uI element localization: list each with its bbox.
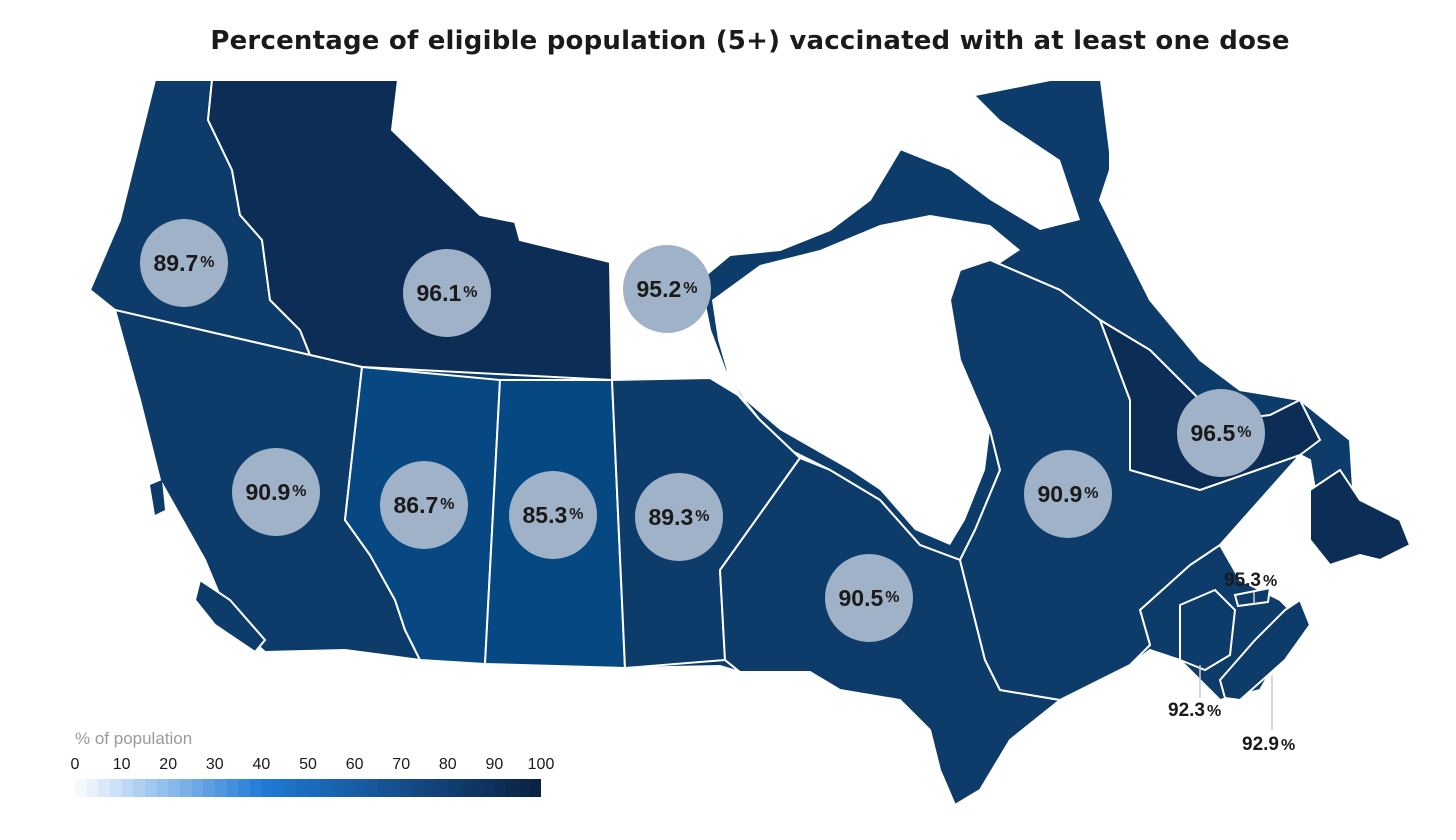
value-new-brunswick: 92.3	[1168, 700, 1205, 721]
legend-ramp-segment	[168, 779, 180, 797]
legend-ramp-segment	[296, 779, 309, 797]
legend-ramp-segment	[121, 779, 134, 797]
bubble-nwt: 96.1%	[403, 249, 491, 337]
legend-ramp-segment	[75, 779, 87, 797]
legend-tick: 20	[159, 756, 178, 773]
legend-ramp-segment	[389, 779, 402, 797]
value-nwt: 96.1	[416, 279, 462, 306]
bubble-yukon: 89.7%	[140, 219, 228, 307]
label-new-brunswick: 92.3%	[1168, 700, 1222, 721]
legend-ramp-segment	[144, 779, 157, 797]
legend-title: % of population	[75, 729, 193, 748]
legend-ramp-segment	[343, 779, 355, 797]
legend-ramp-segment	[191, 779, 204, 797]
region-labrador	[1098, 317, 1322, 492]
value-nunavut: 95.2	[636, 275, 682, 302]
value-ontario: 90.5	[838, 584, 884, 611]
legend-ramp-segment	[156, 779, 169, 797]
map-title: Percentage of eligible population (5+) v…	[210, 26, 1290, 56]
legend-ramp-segment	[238, 779, 250, 797]
value-pei: 95.3	[1224, 570, 1261, 591]
legend-ramp-segment	[471, 779, 483, 797]
value-alberta: 86.7	[393, 491, 439, 518]
legend-color-ramp	[75, 779, 542, 797]
legend-tick: 70	[392, 756, 411, 773]
legend-ramp-segment	[424, 779, 437, 797]
legend-ramp-segment	[109, 779, 122, 797]
legend-ramp-segment	[284, 779, 297, 797]
legend-ramp-segment	[179, 779, 192, 797]
legend-ticks: 0 10 20 30 40 50 60 70 80 90 100	[70, 756, 555, 776]
region-pei	[1233, 586, 1272, 608]
legend-ramp-segment	[203, 779, 215, 797]
legend-ramp-segment	[354, 779, 367, 797]
bubble-alberta: 86.7%	[380, 461, 468, 549]
region-nova-scotia	[1218, 598, 1312, 702]
legend-ramp-segment	[436, 779, 448, 797]
legend-ramp-segment	[378, 779, 390, 797]
legend-ramp-segment	[401, 779, 414, 797]
bubble-saskatchewan: 85.3%	[509, 471, 597, 559]
legend-ramp-segment	[249, 779, 262, 797]
bubble-bc: 90.9%	[232, 448, 320, 536]
region-new-brunswick	[1179, 588, 1237, 672]
legend-tick: 10	[112, 756, 131, 773]
value-nova-scotia: 92.9	[1242, 734, 1279, 755]
legend-tick: 100	[527, 756, 555, 773]
legend-ramp-segment	[98, 779, 110, 797]
legend-tick: 40	[252, 756, 271, 773]
legend-ramp-segment	[319, 779, 332, 797]
legend-ramp-segment	[413, 779, 425, 797]
hudson-bay	[712, 215, 1020, 545]
legend-ramp-segment	[448, 779, 460, 797]
legend-ramp-segment	[494, 779, 507, 797]
legend-ramp-segment	[86, 779, 99, 797]
legend-ramp-segment	[331, 779, 344, 797]
bubble-quebec: 90.9%	[1024, 450, 1112, 538]
label-pei: 95.3%	[1224, 570, 1278, 591]
value-quebec: 90.9	[1037, 480, 1083, 507]
value-newfoundland: 96.5	[1190, 419, 1236, 446]
value-bc: 90.9	[245, 478, 291, 505]
value-yukon: 89.7	[153, 249, 199, 276]
label-nova-scotia: 92.9%	[1242, 734, 1296, 755]
legend-ramp-segment	[273, 779, 285, 797]
legend-ramp-segment	[529, 779, 542, 797]
legend-ramp-segment	[482, 779, 495, 797]
bubble-nunavut: 95.2%	[623, 245, 711, 333]
legend-ramp-segment	[459, 779, 472, 797]
legend-ramp-segment	[226, 779, 239, 797]
legend-tick: 0	[70, 756, 80, 773]
bubble-ontario: 90.5%	[825, 554, 913, 642]
legend-tick: 90	[485, 756, 504, 773]
legend-ramp-segment	[506, 779, 518, 797]
legend-ramp-segment	[261, 779, 274, 797]
bubble-manitoba: 89.3%	[635, 473, 723, 561]
legend-ramp-segment	[214, 779, 227, 797]
legend-tick: 80	[438, 756, 457, 773]
region-newfoundland	[1309, 468, 1412, 567]
vancouver-island	[193, 578, 267, 654]
legend-ramp-segment	[133, 779, 145, 797]
legend-ramp-segment	[366, 779, 379, 797]
bubble-newfoundland: 96.5%	[1177, 389, 1265, 477]
legend-ramp-segment	[517, 779, 530, 797]
legend-tick: 60	[345, 756, 364, 773]
legend-tick: 30	[205, 756, 224, 773]
legend-tick: 50	[299, 756, 317, 773]
legend-ramp-segment	[308, 779, 320, 797]
value-saskatchewan: 85.3	[522, 501, 568, 528]
value-manitoba: 89.3	[648, 503, 694, 530]
